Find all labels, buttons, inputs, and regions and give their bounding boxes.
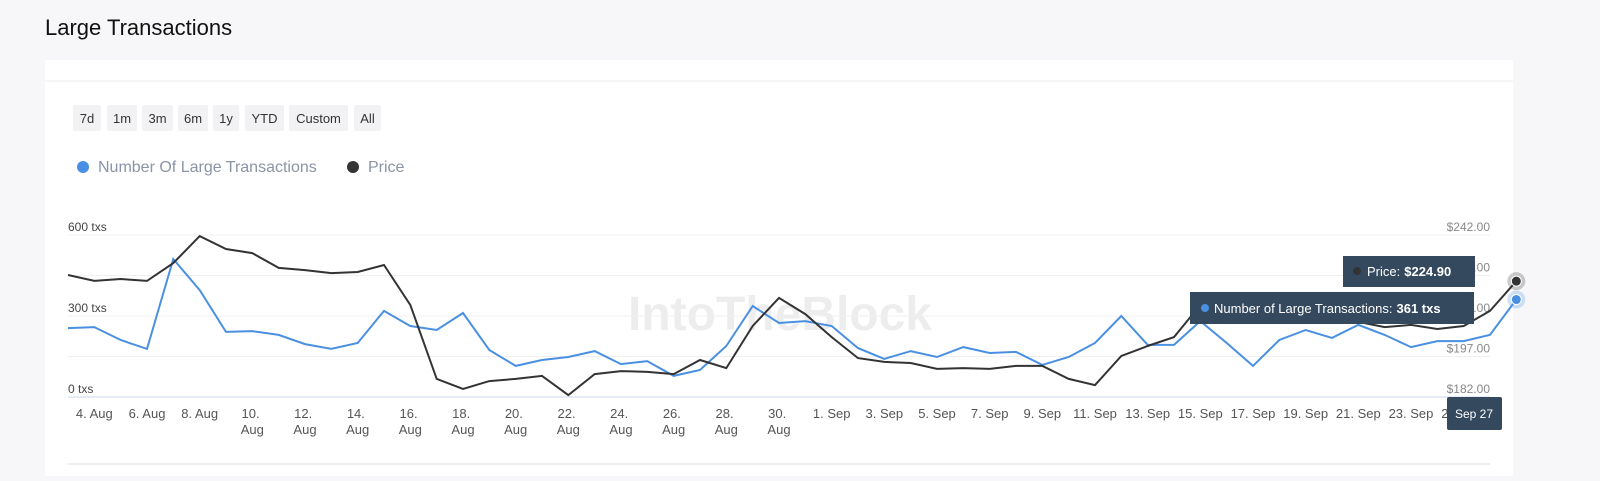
- y2-tick-label: $242.00: [1447, 220, 1491, 234]
- x-tick-label: 30. Aug: [767, 406, 790, 437]
- range-button-label[interactable]: YTD: [252, 111, 278, 126]
- tooltip-box: [1190, 292, 1474, 324]
- legend-label[interactable]: Number Of Large Transactions: [98, 159, 317, 176]
- x-tick-label: 15. Sep: [1178, 406, 1223, 421]
- x-tick-label: 26. Aug: [662, 406, 685, 437]
- x-tick-label: 18. Aug: [451, 406, 474, 437]
- x-tick-label: 3. Sep: [866, 406, 904, 421]
- tooltip-transactions: Number of Large Transactions: 361 txs: [1214, 301, 1441, 316]
- x-tick-label: 8. Aug: [181, 406, 218, 421]
- x-tick-label: 1. Sep: [813, 406, 851, 421]
- range-button-label[interactable]: Custom: [296, 111, 341, 126]
- series-line: [67, 256, 1518, 377]
- tooltip-box: [1343, 256, 1475, 287]
- range-button[interactable]: [178, 105, 208, 131]
- x-tick-label: 5. Sep: [918, 406, 956, 421]
- range-button-label[interactable]: All: [360, 111, 375, 126]
- crosshair-label: Sep 27: [1455, 407, 1493, 421]
- range-button-label[interactable]: 3m: [148, 111, 166, 126]
- x-tick-label: 7. Sep: [971, 406, 1009, 421]
- x-tick-label: 20. Aug: [504, 406, 527, 437]
- range-button[interactable]: [213, 105, 239, 131]
- x-tick-label: 23. Sep: [1389, 406, 1434, 421]
- legend-marker[interactable]: [347, 161, 359, 173]
- x-tick-label: 21. Sep: [1336, 406, 1381, 421]
- legend-marker[interactable]: [77, 161, 89, 173]
- tooltip-price: Price: $224.90: [1367, 264, 1451, 279]
- y-tick-label: 600 txs: [68, 220, 107, 234]
- tooltip-marker: [1201, 304, 1209, 312]
- x-tick-label: 4. Aug: [76, 406, 113, 421]
- y-tick-label: 0 txs: [68, 382, 93, 396]
- range-button[interactable]: [354, 105, 381, 131]
- x-tick-label: 22. Aug: [557, 406, 580, 437]
- x-tick-label: 16. Aug: [399, 406, 422, 437]
- x-tick-label: 11. Sep: [1073, 406, 1117, 421]
- range-button-label[interactable]: 7d: [80, 111, 94, 126]
- legend-label[interactable]: Price: [368, 159, 405, 176]
- page-title: Large Transactions: [45, 15, 232, 40]
- x-tick-label: 9. Sep: [1024, 406, 1062, 421]
- x-tick-label: 12. Aug: [293, 406, 316, 437]
- watermark: IntoTheBlock: [628, 288, 932, 341]
- range-button[interactable]: [245, 105, 284, 131]
- range-button-label[interactable]: 1m: [113, 111, 131, 126]
- x-tick-label: 24. Aug: [609, 406, 632, 437]
- range-button-label[interactable]: 6m: [184, 111, 202, 126]
- tooltip-marker: [1353, 267, 1361, 275]
- y-tick-label: 300 txs: [68, 301, 107, 315]
- range-button[interactable]: [289, 105, 348, 131]
- x-tick-label: 10. Aug: [241, 406, 264, 437]
- y2-tick-label: $182.00: [1447, 382, 1491, 396]
- x-tick-label: 6. Aug: [129, 406, 166, 421]
- range-button[interactable]: [73, 105, 101, 131]
- range-button-label[interactable]: 1y: [219, 111, 233, 126]
- range-button[interactable]: [107, 105, 137, 131]
- x-tick-label: 19. Sep: [1283, 406, 1328, 421]
- x-tick-label: 13. Sep: [1125, 406, 1170, 421]
- x-tick-label: 17. Sep: [1231, 406, 1276, 421]
- x-tick-label: 14. Aug: [346, 406, 369, 437]
- crosshair-label-box: [1447, 397, 1502, 430]
- hover-point: [1510, 294, 1522, 306]
- x-tick-label: 28. Aug: [715, 406, 738, 437]
- y2-tick-label: $197.00: [1447, 342, 1491, 356]
- range-button[interactable]: [142, 105, 173, 131]
- hover-point: [1510, 275, 1522, 287]
